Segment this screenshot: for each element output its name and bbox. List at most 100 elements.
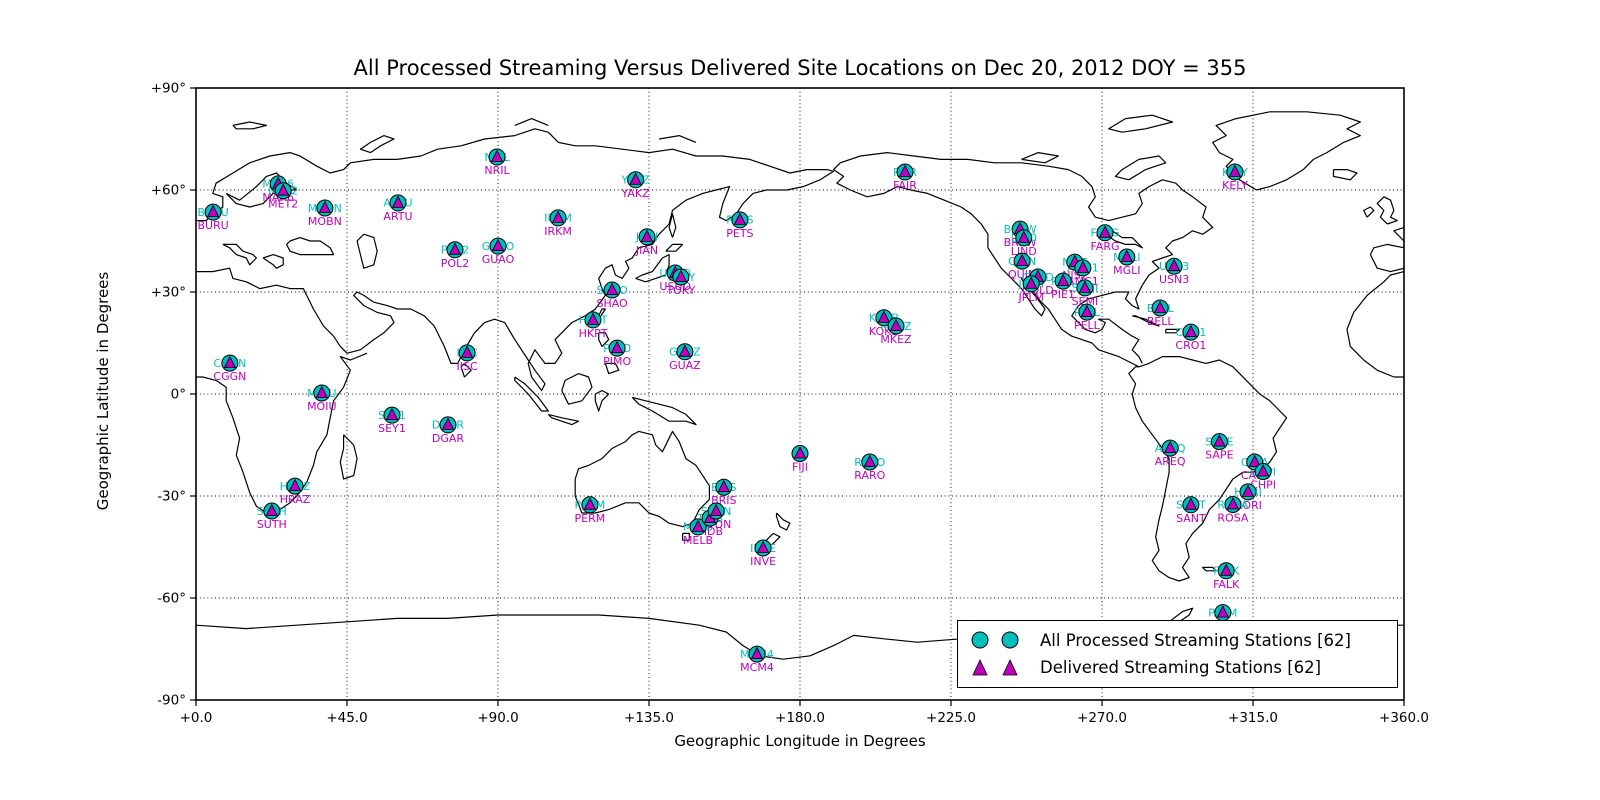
delivered-marker-icon — [1248, 454, 1261, 467]
station-LIND — [1015, 229, 1033, 247]
delivered-marker-icon — [448, 242, 462, 255]
delivered-marker-icon — [1015, 253, 1029, 266]
station-label-delivered-SANT: SANT — [1176, 512, 1206, 525]
gridlines — [196, 88, 1404, 700]
delivered-marker-icon — [733, 212, 747, 225]
station-POL2 — [446, 241, 464, 259]
delivered-marker-icon — [610, 340, 624, 353]
delivered-marker-icon — [1098, 225, 1112, 238]
legend-label-delivered: Delivered Streaming Stations [62] — [1040, 658, 1322, 678]
station-SEY1 — [383, 406, 401, 424]
station-GUAO — [489, 237, 507, 255]
station-CHPI — [1254, 463, 1272, 480]
delivered-marker-icon — [490, 149, 504, 162]
delivered-marker-icon — [1153, 300, 1167, 313]
delivered-marker-icon — [709, 503, 723, 516]
delivered-marker-icon — [1078, 280, 1092, 293]
x-tick-label: +225.0 — [926, 710, 976, 726]
legend-label-processed: All Processed Streaming Stations [62] — [1040, 630, 1351, 650]
x-tick-label: +45.0 — [326, 710, 367, 726]
delivered-marker-icon — [315, 385, 328, 398]
station-RARO — [861, 453, 879, 471]
station-MOBN — [316, 199, 334, 217]
delivered-marker-icon — [277, 183, 290, 196]
station-YAKZ — [627, 171, 645, 189]
station-SEMI — [1076, 279, 1094, 297]
station-AMC1 — [1074, 259, 1092, 277]
station-NRIL — [488, 148, 506, 166]
station-HKPT — [584, 311, 602, 329]
station-label-delivered-SEY1: SEY1 — [378, 422, 406, 435]
station-label-delivered-JIAN: JIAN — [635, 244, 658, 257]
station-CGGN — [221, 354, 239, 372]
delivered-marker-icon — [1226, 497, 1240, 510]
triangle-legend-glyphs — [972, 658, 1018, 676]
station-label-delivered-GUAO: GUAO — [482, 253, 515, 266]
delivered-marker-icon — [678, 344, 692, 357]
station-GUAZ — [676, 343, 694, 361]
delivered-marker-icon — [288, 478, 302, 491]
station-markers — [204, 148, 1272, 663]
delivered-marker-icon — [1056, 273, 1070, 286]
delivered-marker-icon — [223, 355, 237, 368]
station-labels: BURUBURUMAR6MAR6MET2MET2MOBNMOBNARTUARTU… — [197, 151, 1276, 674]
y-tick-label: -60° — [157, 591, 186, 607]
station-SUTH — [263, 502, 281, 520]
delivered-marker-icon — [206, 204, 220, 217]
station-label-delivered-FIJI: FIJI — [792, 461, 808, 474]
station-label-delivered-KELY: KELY — [1222, 179, 1248, 192]
delivered-marker-icon — [1220, 563, 1233, 576]
delivered-marker-icon — [586, 312, 600, 325]
delivered-marker-icon — [1216, 605, 1229, 618]
station-USN3 — [1165, 257, 1183, 275]
delivered-marker-icon — [1017, 230, 1030, 243]
station-CRO1 — [1182, 323, 1200, 341]
station-JPLM — [1022, 275, 1040, 293]
station-label-delivered-MOIU: MOIU — [307, 400, 336, 413]
y-tick-label: +90° — [151, 81, 186, 97]
station-PIMO — [608, 339, 626, 357]
station-HRAZ — [286, 477, 304, 495]
station-label-delivered-HKPT: HKPT — [579, 327, 608, 340]
delivered-marker-icon — [551, 210, 565, 223]
axis-ticks — [190, 87, 1405, 706]
delivered-marker-icon — [1167, 258, 1181, 272]
delivered-marker-icon — [629, 172, 642, 185]
x-tick-label: +315.0 — [1228, 710, 1278, 726]
station-label-delivered-SHAO: SHAO — [596, 297, 628, 310]
station-label-delivered-ARTU: ARTU — [383, 210, 412, 223]
delivered-marker-icon — [583, 497, 597, 510]
station-label-delivered-FALK: FALK — [1213, 578, 1240, 591]
station-label-delivered-SUTH: SUTH — [257, 518, 287, 531]
delivered-marker-icon — [750, 646, 764, 659]
station-KOKB — [875, 309, 893, 327]
station-PETS — [731, 211, 749, 229]
station-SAPE — [1210, 433, 1228, 451]
station-label-delivered-FAIR: FAIR — [893, 179, 917, 192]
station-FIJI — [791, 445, 809, 462]
station-MCM4 — [748, 645, 766, 663]
station-ARTU — [389, 194, 407, 212]
y-tick-label: 0° — [171, 387, 186, 403]
station-PALM — [1214, 604, 1232, 622]
y-tick-label: -90° — [157, 693, 186, 709]
y-tick-label: -30° — [157, 489, 186, 505]
station-MET2 — [274, 182, 292, 200]
station-label-delivered-ROSA: ROSA — [1217, 512, 1248, 525]
station-label-delivered-JPLM: JPLM — [1017, 291, 1044, 304]
station-MGLI — [1118, 248, 1136, 266]
station-label-delivered-DGAR: DGAR — [432, 432, 465, 445]
delivered-marker-icon — [441, 417, 455, 430]
station-label-delivered-GUAZ: GUAZ — [669, 359, 701, 372]
circle-legend-glyphs — [971, 631, 1019, 649]
station-label-delivered-HRAZ: HRAZ — [280, 493, 311, 506]
station-label-delivered-SEMI: SEMI — [1072, 295, 1099, 308]
processed-stations-markers-icon — [964, 629, 1026, 651]
x-tick-label: +0.0 — [180, 710, 213, 726]
station-label-delivered-CGGN: CGGN — [213, 370, 246, 383]
delivered-marker-icon — [898, 164, 912, 177]
delivered-marker-icon — [491, 238, 505, 251]
station-label-delivered-POL2: POL2 — [441, 257, 469, 270]
station-label-delivered-MOBN: MOBN — [308, 215, 342, 228]
